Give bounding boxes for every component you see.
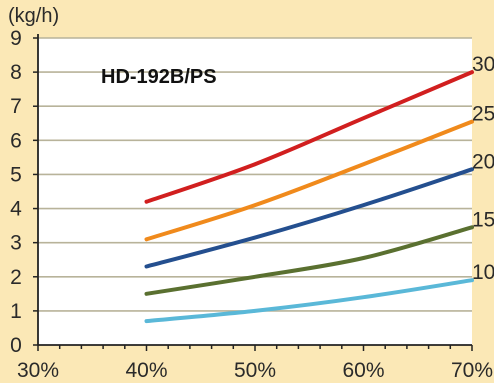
tick-labels: 0 1 2 3 4 5 6 7 8 9 30% 40% 50% 60% 70% [10,27,493,382]
series-label: 10°C [472,261,494,284]
y-tick-label: 9 [10,27,22,50]
y-tick-label: 3 [10,232,22,255]
series-label: 20°C [472,150,494,173]
tick-marks [33,37,473,351]
x-tick-label: 50% [234,359,276,382]
series-line-2 [144,167,474,269]
y-tick-label: 7 [10,95,22,118]
y-tick-label: 2 [10,266,22,289]
series-labels: 30°C 25°C 20°C 15°C 10°C [472,53,494,284]
series-label: 25°C [472,103,494,126]
y-tick-label: 1 [10,300,22,323]
chart-title: HD-192B/PS [101,66,217,88]
series-label: 30°C [472,53,494,76]
series-line-3 [144,225,474,296]
series-line-0 [144,70,474,204]
y-tick-label: 6 [10,129,22,152]
y-tick-label: 4 [10,198,22,221]
series-line-4 [144,278,474,324]
series-lines [144,70,474,324]
x-tick-label: 70% [451,359,493,382]
x-tick-label: 60% [342,359,384,382]
y-tick-label: 5 [10,163,22,186]
series-line-1 [144,119,474,242]
x-tick-label: 40% [125,359,167,382]
x-tick-label: 30% [17,359,59,382]
series-label: 15°C [472,208,494,231]
y-axis-unit-label: (kg/h) [8,5,59,27]
y-tick-label: 8 [10,61,22,84]
y-tick-label: 0 [10,334,22,357]
